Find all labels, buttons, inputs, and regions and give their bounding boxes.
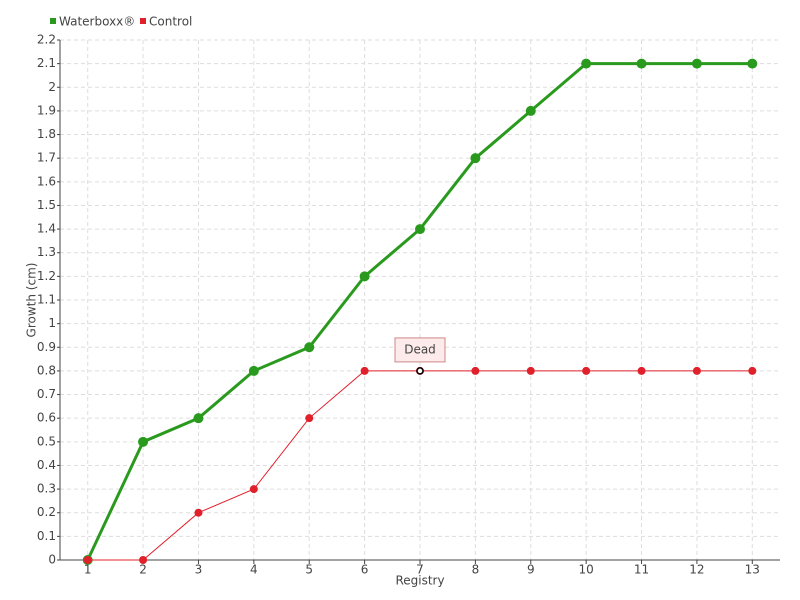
- y-tick-label: 1.6: [37, 174, 56, 188]
- x-tick-label: 2: [139, 563, 147, 577]
- y-tick-label: 1.4: [37, 222, 56, 236]
- data-point: [637, 366, 646, 375]
- data-point: [471, 366, 480, 375]
- y-tick-label: 0.5: [37, 434, 56, 448]
- y-tick-label: 0: [48, 553, 56, 567]
- x-tick-label: 4: [250, 563, 258, 577]
- y-tick-label: 0.9: [37, 340, 56, 354]
- x-tick-label: 12: [689, 563, 704, 577]
- x-tick-label: 13: [745, 563, 760, 577]
- x-tick-label: 7: [416, 563, 424, 577]
- data-point: [138, 436, 149, 447]
- y-tick-label: 1.3: [37, 245, 56, 259]
- data-point: [582, 366, 591, 375]
- y-tick-label: 0.1: [37, 529, 56, 543]
- data-point: [692, 366, 701, 375]
- annotation-box: [394, 337, 446, 363]
- data-point: [304, 342, 315, 353]
- data-point: [470, 153, 481, 164]
- data-point: [748, 366, 757, 375]
- y-tick-label: 1.7: [37, 151, 56, 165]
- data-point: [139, 556, 148, 564]
- y-tick-label: 1.8: [37, 127, 56, 141]
- data-point: [248, 365, 259, 376]
- legend-marker: [50, 18, 56, 24]
- x-tick-label: 8: [472, 563, 480, 577]
- y-tick-label: 2.2: [37, 33, 56, 47]
- x-tick-label: 9: [527, 563, 535, 577]
- data-point: [415, 224, 425, 235]
- annotation-point: [416, 367, 424, 375]
- y-tick-label: 0.6: [37, 411, 56, 425]
- y-tick-label: 0.7: [37, 387, 56, 401]
- x-tick-label: 10: [579, 563, 594, 577]
- data-point: [525, 105, 536, 116]
- y-axis-title: Growth (cm): [25, 263, 39, 338]
- x-tick-label: 3: [195, 563, 203, 577]
- x-tick-label: 11: [634, 563, 649, 577]
- y-tick-label: 1: [48, 316, 56, 330]
- y-tick-label: 2: [48, 80, 56, 94]
- x-tick-label: 1: [84, 563, 92, 577]
- legend-label: Waterboxx®: [59, 15, 135, 29]
- data-point: [747, 58, 758, 69]
- data-point: [526, 366, 535, 375]
- data-point: [249, 485, 258, 494]
- data-point: [83, 556, 92, 564]
- data-point: [305, 414, 314, 423]
- data-point: [360, 366, 369, 375]
- y-tick-label: 1.9: [37, 103, 56, 117]
- x-tick-label: 5: [305, 563, 313, 577]
- legend-label: Control: [149, 15, 192, 29]
- y-tick-label: 0.4: [37, 458, 56, 472]
- y-tick-label: 2.1: [37, 56, 56, 70]
- data-point: [636, 58, 647, 69]
- x-axis-title: Registry: [395, 574, 444, 588]
- y-tick-label: 1.1: [37, 293, 56, 307]
- data-point: [581, 58, 592, 69]
- y-tick-label: 0.2: [37, 505, 56, 519]
- data-point: [193, 413, 204, 424]
- data-point: [691, 58, 702, 69]
- y-tick-label: 1.5: [37, 198, 56, 212]
- x-tick-label: 6: [361, 563, 369, 577]
- y-tick-label: 0.8: [37, 363, 56, 377]
- data-point: [359, 271, 370, 282]
- legend-marker: [140, 18, 146, 24]
- y-tick-label: 0.3: [37, 482, 56, 496]
- data-point: [194, 508, 203, 517]
- y-tick-label: 1.2: [37, 269, 56, 283]
- annotation-text: Dead: [404, 342, 436, 356]
